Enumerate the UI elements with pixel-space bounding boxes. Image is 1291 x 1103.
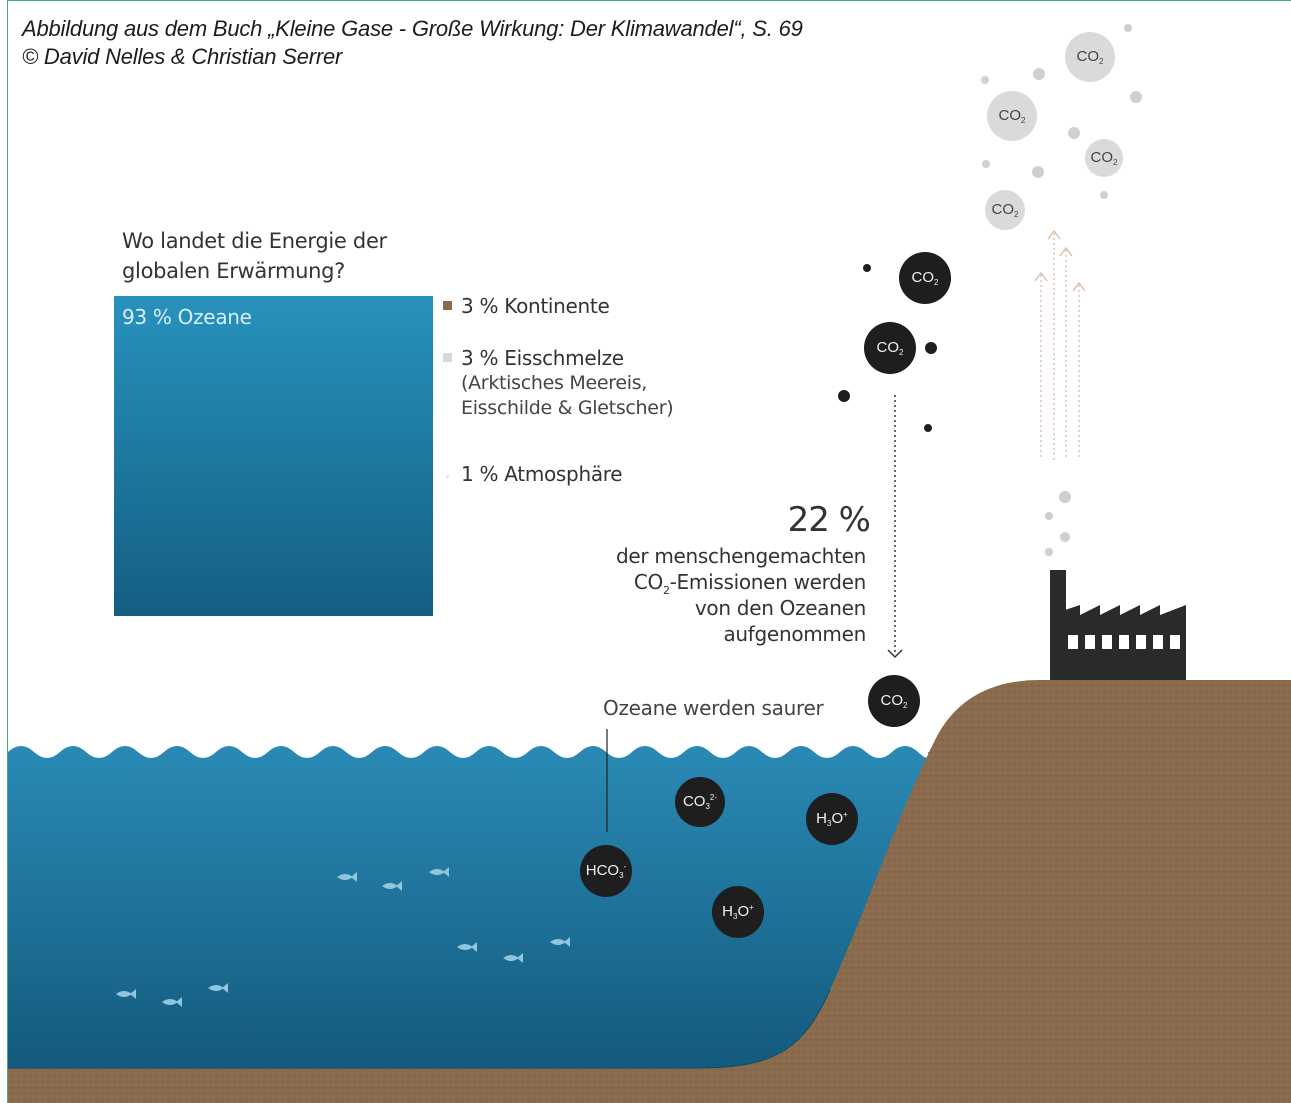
co2-label: CO2	[911, 269, 939, 287]
hco3-label: HCO3-	[585, 862, 627, 880]
legend-ice-melt-detail-2: Eisschilde & Gletscher)	[461, 397, 674, 419]
co2-molecule-dark: CO2	[899, 252, 951, 304]
absorption-arrow-head	[887, 649, 903, 659]
legend-ice-melt: 3 % Eisschmelze	[461, 346, 624, 370]
legend-swatch-atmosphere	[446, 475, 449, 478]
ocean-share-label: 93 % Ozeane	[122, 305, 252, 329]
co2-text: CO	[633, 570, 663, 594]
absorption-text-1: der menschengemachten	[615, 544, 866, 568]
co2-label: CO2	[1076, 48, 1104, 66]
caption-copyright: © David Nelles & Christian Serrer	[22, 44, 343, 69]
absorption-text-4: aufgenommen	[723, 622, 866, 646]
ocean-basin-edge	[8, 989, 831, 1069]
co3-label: CO32-	[682, 793, 718, 811]
factory-icon	[1050, 570, 1186, 680]
hydronium-ion: H3O+	[712, 886, 764, 938]
co2-subscript: 2	[662, 584, 670, 597]
energy-question-line1: Wo landet die Energie der	[122, 229, 387, 253]
air-particles	[981, 24, 1142, 199]
caption-source: Abbildung aus dem Buch „Kleine Gase - Gr…	[22, 16, 803, 41]
legend-continents: 3 % Kontinente	[461, 294, 610, 318]
co2-molecule-surface: CO2	[868, 675, 920, 727]
carbonate-ion: CO32-	[675, 777, 725, 827]
smoke-puffs	[1045, 491, 1071, 556]
co2-molecule-light: CO2	[987, 91, 1037, 141]
co2-molecule-dark: CO2	[864, 322, 916, 374]
soil-land	[8, 680, 1291, 1103]
h3o-label: H3O+	[816, 810, 848, 828]
legend-atmosphere: 1 % Atmosphäre	[461, 462, 623, 486]
acidification-label: Ozeane werden saurer	[603, 696, 824, 720]
emissions-text: -Emissionen werden	[669, 570, 867, 594]
legend-ice-melt-detail-1: (Arktisches Meereis,	[461, 372, 648, 394]
co2-label: CO2	[1090, 149, 1118, 167]
absorption-percent: 22 %	[787, 500, 871, 540]
hydronium-ion: H3O+	[806, 793, 858, 845]
factory-windows	[1068, 635, 1180, 649]
co2-label: CO2	[876, 339, 904, 357]
ocean-water	[8, 746, 930, 1080]
rising-emission-arrows	[1040, 233, 1080, 460]
absorption-text-2: CO2-Emissionen werden	[566, 570, 866, 597]
ocean-energy-square	[114, 296, 433, 616]
co2-label: CO2	[991, 201, 1019, 219]
bicarbonate-ion: HCO3-	[580, 845, 632, 897]
fish-school	[116, 867, 570, 1007]
h3o-label: H3O+	[722, 903, 754, 921]
legend-swatch-ice-melt	[443, 353, 452, 362]
rising-arrow-heads	[1034, 229, 1086, 292]
energy-question-line2: globalen Erwärmung?	[122, 259, 346, 283]
co2-molecule-light: CO2	[1085, 139, 1123, 177]
co2-label: CO2	[880, 692, 908, 710]
dark-particles	[838, 264, 937, 432]
co2-molecule-light: CO2	[985, 190, 1025, 230]
legend-swatch-continents	[443, 301, 452, 310]
co2-label: CO2	[998, 107, 1026, 125]
absorption-text-3: von den Ozeanen	[694, 596, 866, 620]
co2-molecule-light: CO2	[1065, 32, 1115, 82]
